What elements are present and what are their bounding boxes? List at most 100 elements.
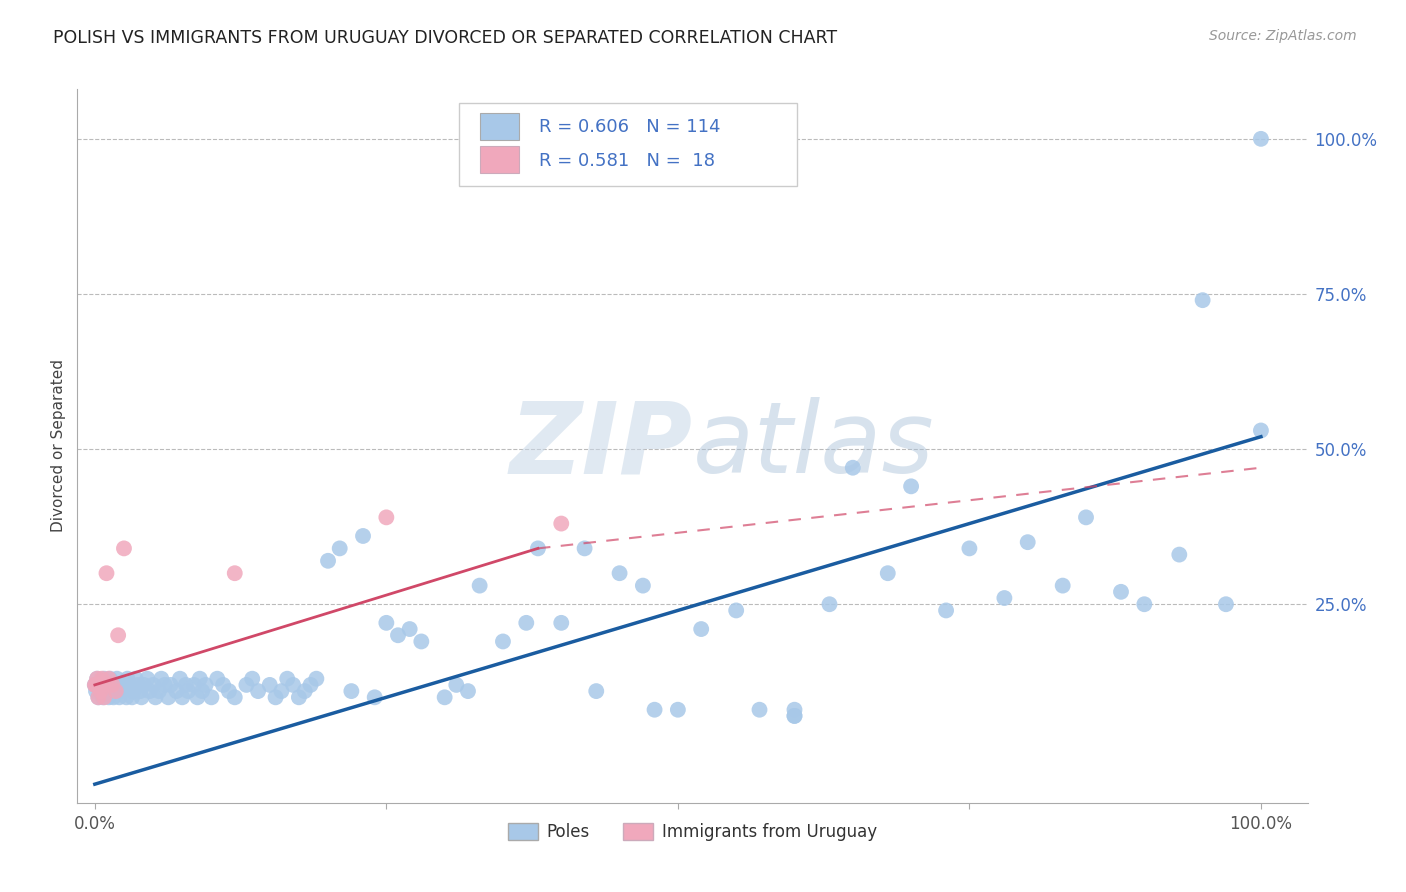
Point [340, 684, 363, 698]
Point [104, 684, 127, 698]
Point [876, 566, 898, 581]
Point [411, 634, 433, 648]
Point [294, 684, 316, 698]
Point [105, 672, 128, 686]
Point [574, 541, 596, 556]
Point [631, 579, 654, 593]
Point [89, 678, 111, 692]
Point [87, 690, 110, 705]
Text: POLISH VS IMMIGRANTS FROM URUGUAY DIVORCED OR SEPARATED CORRELATION CHART: POLISH VS IMMIGRANTS FROM URUGUAY DIVORC… [53, 29, 838, 46]
Point [107, 628, 129, 642]
Point [329, 541, 352, 556]
Point [86, 672, 108, 686]
Point [1215, 597, 1237, 611]
Point [935, 603, 957, 617]
Point [93, 672, 115, 686]
Point [90, 678, 112, 692]
Point [259, 678, 281, 692]
Point [91, 678, 114, 692]
Point [132, 678, 155, 692]
Legend: Poles, Immigrants from Uruguay: Poles, Immigrants from Uruguay [502, 816, 883, 848]
Point [218, 684, 240, 698]
Point [87, 690, 110, 705]
Point [644, 703, 666, 717]
Point [1250, 132, 1272, 146]
Point [1250, 424, 1272, 438]
Point [783, 709, 806, 723]
Point [136, 672, 159, 686]
Point [1109, 584, 1132, 599]
Point [112, 678, 135, 692]
Point [387, 628, 409, 642]
Point [264, 690, 287, 705]
Point [446, 678, 468, 692]
Point [492, 634, 515, 648]
Point [145, 690, 167, 705]
Point [188, 672, 211, 686]
Point [224, 566, 246, 581]
Bar [479, 146, 519, 173]
Point [90, 684, 112, 698]
Point [83, 678, 105, 692]
Point [398, 622, 420, 636]
Point [725, 603, 748, 617]
Y-axis label: Divorced or Separated: Divorced or Separated [51, 359, 66, 533]
Point [299, 678, 322, 692]
Point [194, 678, 217, 692]
Point [363, 690, 385, 705]
Point [1168, 548, 1191, 562]
Point [104, 684, 127, 698]
Point [110, 684, 132, 698]
Point [112, 541, 135, 556]
Point [375, 615, 398, 630]
Point [84, 684, 107, 698]
Point [121, 690, 143, 705]
Point [124, 672, 146, 686]
Point [159, 678, 181, 692]
Point [240, 672, 263, 686]
Point [90, 684, 112, 698]
Point [468, 579, 491, 593]
Point [235, 678, 257, 692]
Point [842, 460, 865, 475]
Point [457, 684, 479, 698]
Point [118, 678, 141, 692]
Point [129, 684, 152, 698]
Bar [479, 113, 519, 140]
Text: R = 0.581   N =  18: R = 0.581 N = 18 [538, 152, 714, 170]
Point [1017, 535, 1039, 549]
Point [86, 672, 108, 686]
Point [200, 690, 222, 705]
Point [96, 566, 118, 581]
Point [172, 690, 194, 705]
Point [993, 591, 1015, 605]
Point [270, 684, 292, 698]
Point [690, 622, 713, 636]
Point [183, 678, 205, 692]
Point [900, 479, 922, 493]
Point [96, 678, 118, 692]
Point [157, 690, 180, 705]
Point [97, 672, 120, 686]
Point [103, 690, 125, 705]
Point [191, 684, 214, 698]
Point [783, 709, 806, 723]
Point [174, 678, 197, 692]
Point [281, 678, 304, 692]
Point [609, 566, 631, 581]
Point [207, 672, 229, 686]
Point [104, 678, 127, 692]
Point [550, 516, 572, 531]
Point [550, 615, 572, 630]
Point [186, 690, 208, 705]
Point [527, 541, 550, 556]
Point [276, 672, 298, 686]
Point [352, 529, 374, 543]
Point [93, 690, 115, 705]
Point [107, 678, 129, 692]
Point [783, 703, 806, 717]
Point [748, 703, 770, 717]
Point [108, 690, 131, 705]
Text: atlas: atlas [693, 398, 934, 494]
Point [89, 678, 111, 692]
